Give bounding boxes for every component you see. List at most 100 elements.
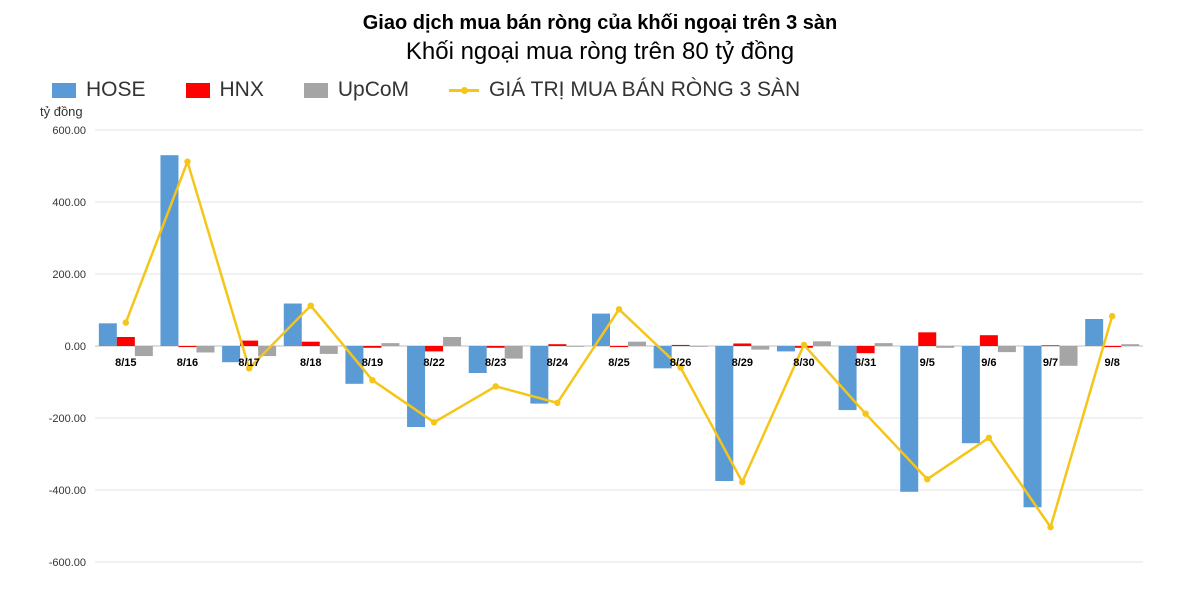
label-layer: 600.00 400.00 200.00 0.00 -200.00 -400.00 -600… [49,125,1120,569]
bar-hnx-8-25 [610,346,628,348]
x-tick-label: 8/29 [732,357,753,369]
bar-hose-8-31 [838,346,857,411]
line-point-9-8 [1108,312,1116,320]
x-tick-label: 8/24 [547,357,569,369]
bar-hose-8-17 [222,346,241,363]
x-tick-label: 9/6 [981,357,996,369]
bar-hnx-9-5 [918,332,937,346]
bar-upcom-8-23 [504,346,523,359]
bar-upcom-8-22 [443,337,462,346]
bar-hnx-8-23 [486,346,505,348]
bar-upcom-8-25 [628,341,646,346]
x-tick-label: 8/16 [177,357,198,369]
line-point-8-26 [677,364,684,371]
chart-title: Giao dịch mua bán ròng của khối ngoại tr… [362,12,838,34]
y-tick-label: 600.00 [52,125,86,137]
legend-item-hose: HOSE [52,78,146,102]
line-point-9-6 [985,434,993,441]
bar-upcom-8-26 [689,346,708,347]
x-tick-label: 8/18 [300,357,321,369]
line-point-8-24 [554,399,561,407]
bar-upcom-8-31 [874,343,893,346]
line-point-8-15 [122,319,130,326]
legend-label-hnx: HNX [219,78,264,101]
bar-upcom-8-19 [381,343,400,346]
y-tick-label: 400.00 [52,197,86,209]
y-tick-label: -600.00 [49,557,86,569]
bar-hose-8-15 [98,323,117,346]
bar-hnx-9-6 [979,335,998,346]
bar-hnx-9-7 [1041,345,1060,347]
bar-hnx-8-29 [733,343,752,346]
legend: HOSE HNX UpCoM GIÁ TRỊ MUA BÁN RÒNG 3 SÀ… [52,78,840,102]
bar-upcom-9-5 [936,346,955,348]
chart-subtitle: Khối ngoại mua ròng trên 80 tỷ đồng [405,38,795,65]
bar-upcom-8-15 [134,346,153,357]
bar-layer [98,155,1140,508]
x-tick-label: 9/5 [920,357,935,369]
y-axis-unit-label: tỷ đồng [40,104,83,119]
line-point-9-7 [1047,523,1054,531]
bar-hose-8-16 [160,155,179,346]
x-tick-label: 8/30 [793,357,814,369]
legend-item-upcom: UpCoM [303,78,410,102]
legend-item-total: GIÁ TRỊ MUA BÁN RÒNG 3 SÀN [449,78,800,102]
line-point-9-5 [924,476,931,483]
legend-label-hose: HOSE [86,78,146,101]
bar-hose-8-24 [530,346,549,404]
line-point-8-25 [615,306,623,313]
bar-hnx-8-16 [178,346,197,348]
legend-swatch-hnx [185,82,210,98]
bar-hose-9-6 [961,346,980,444]
line-point-8-17 [245,365,253,372]
x-tick-label: 8/15 [115,357,136,369]
x-tick-label: 9/8 [1105,357,1120,369]
bar-upcom-8-16 [196,346,215,353]
bar-hnx-8-26 [671,344,690,346]
series-line-total [124,160,1114,529]
bar-hose-9-7 [1023,346,1042,508]
bar-hose-8-25 [592,313,610,346]
line-point-8-30 [800,341,808,349]
bar-hnx-8-17 [240,340,259,346]
y-tick-label: -200.00 [49,413,86,425]
line-layer [122,158,1116,531]
bar-hose-8-26 [653,346,672,369]
y-tick-label: -400.00 [49,485,86,497]
bar-hnx-8-18 [301,341,320,346]
bar-upcom-8-18 [319,346,338,354]
x-tick-label: 8/23 [485,357,506,369]
bar-upcom-9-7 [1059,346,1078,366]
bar-hnx-8-19 [363,346,382,348]
bar-hose-9-8 [1085,319,1104,346]
bar-hose-8-19 [345,346,364,384]
legend-swatch-total [449,83,480,98]
legend-label-upcom: UpCoM [337,78,410,101]
legend-swatch-upcom [303,82,328,98]
bar-upcom-8-29 [751,346,770,350]
bar-upcom-9-8 [1121,344,1140,346]
bar-upcom-8-30 [812,341,831,346]
x-tick-label: 8/19 [362,357,383,369]
bar-hnx-8-24 [548,344,567,346]
line-point-8-18 [307,302,314,309]
bar-hose-8-23 [468,346,487,373]
line-point-8-23 [492,383,499,390]
y-tick-label: 0.00 [65,341,86,353]
x-tick-label: 8/17 [238,357,259,369]
bar-hnx-8-31 [856,346,875,354]
line-point-8-31 [862,410,869,417]
bar-upcom-9-6 [997,346,1016,353]
legend-label-total: GIÁ TRỊ MUA BÁN RÒNG 3 SÀN [489,78,801,101]
line-point-8-29 [739,478,746,486]
bar-hose-8-29 [715,346,734,481]
bar-hnx-9-8 [1103,346,1122,348]
x-tick-label: 8/25 [608,357,629,369]
x-tick-label: 8/26 [670,357,691,369]
line-point-8-19 [369,377,376,384]
y-tick-label: 200.00 [52,269,86,281]
x-tick-label: 8/31 [855,357,876,369]
bar-hose-9-5 [900,346,919,492]
x-tick-label: 8/22 [423,357,444,369]
